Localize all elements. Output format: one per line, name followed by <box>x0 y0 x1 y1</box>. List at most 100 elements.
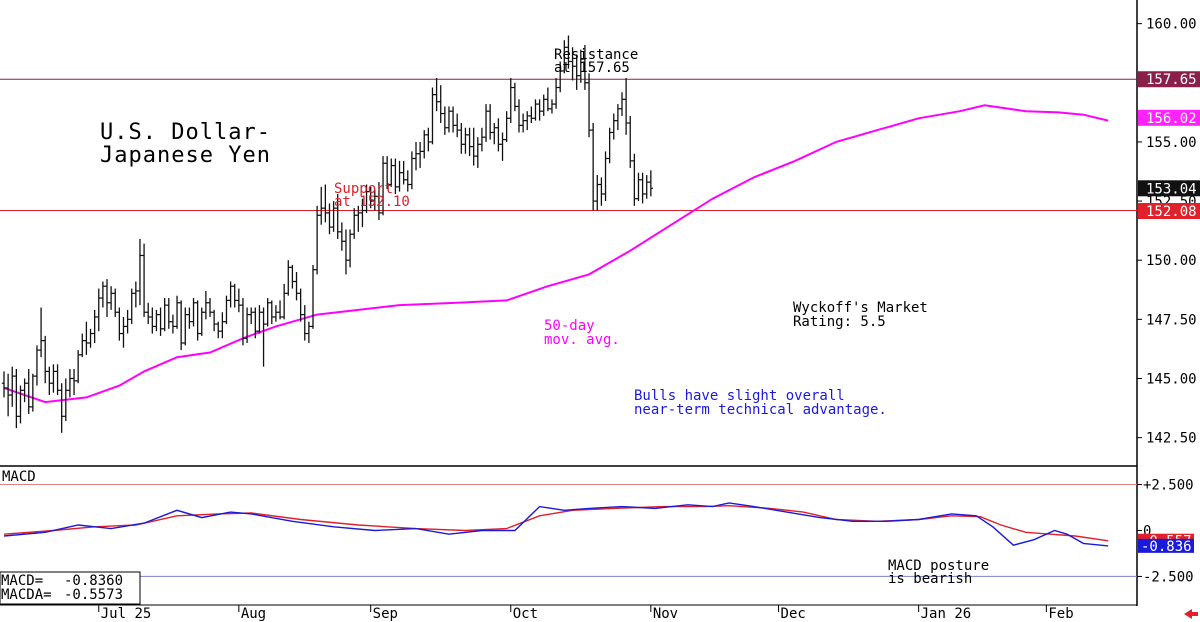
macd-badge-label: -0.836 <box>1141 539 1192 555</box>
ohlc-bar <box>504 111 509 142</box>
price-badge-label: 153.04 <box>1146 181 1197 197</box>
ohlc-bar <box>549 99 555 114</box>
ohlc-bar <box>586 73 592 138</box>
ohlc-bar <box>529 106 534 124</box>
month-tick-label: Nov <box>653 606 678 622</box>
ohlc-bar <box>516 99 522 133</box>
ohlc-bar <box>372 189 377 211</box>
ohlc-bar <box>170 314 176 334</box>
ohlc-bar <box>281 283 287 320</box>
ohlc-bar <box>590 123 596 211</box>
ohlc-bar <box>471 127 476 166</box>
ohlc-bar <box>67 369 73 398</box>
ohlc-bar <box>249 307 254 325</box>
ohlc-bar <box>417 141 423 168</box>
ohlc-bar <box>298 288 303 322</box>
ohlc-bar <box>562 40 567 74</box>
macd-badge-bg <box>1138 538 1194 553</box>
ohlc-bar <box>236 288 242 313</box>
ohlc-bar <box>611 113 616 140</box>
ma-label-line1: 50-day <box>544 318 595 334</box>
ohlc-bar <box>426 127 431 152</box>
ohlc-bar <box>121 316 126 348</box>
ohlc-bar <box>389 158 394 187</box>
ohlc-bar <box>141 243 147 317</box>
ohlc-bar <box>442 106 448 135</box>
ohlc-bar <box>216 321 221 339</box>
ohlc-bar <box>203 290 209 320</box>
ohlc-bar <box>356 205 361 232</box>
macd-posture-line1: MACD posture <box>888 558 989 574</box>
ohlc-bar <box>508 78 513 124</box>
macd-readout-value: -0.8360 <box>64 573 123 589</box>
chart-title-line2: Japanese Yen <box>100 143 271 168</box>
ohlc-bar <box>261 307 266 367</box>
ohlc-bar <box>80 333 85 358</box>
ohlc-bar <box>125 309 130 334</box>
reference-lines <box>0 78 1137 212</box>
ohlc-bar <box>455 113 460 138</box>
ohlc-bar <box>640 172 645 204</box>
macd-posture-line2: is bearish <box>888 571 972 587</box>
ohlc-bar <box>92 309 97 343</box>
price-badge: 152.08 <box>1138 203 1200 220</box>
macd-readout-box: MACD= -0.8360 MACDA= -0.5573 <box>0 571 141 605</box>
ohlc-bar <box>599 177 604 206</box>
ohlc-bar <box>492 123 497 145</box>
ohlc-bar <box>199 307 204 336</box>
ohlc-bar <box>393 158 398 194</box>
macd-lines <box>3 502 1109 547</box>
ohlc-bar <box>75 350 81 384</box>
ohlc-bar <box>615 104 621 131</box>
ohlc-bar <box>211 309 217 332</box>
ohlc-bar <box>195 300 200 341</box>
ohlc-bar <box>71 369 77 396</box>
month-tick-label: Jul 25 <box>101 606 152 622</box>
price-badge-bg <box>1138 203 1200 220</box>
ohlc-bar <box>22 378 27 403</box>
price-tick-label: 150.00 <box>1146 253 1197 269</box>
macd-series-macda <box>3 504 1109 542</box>
month-tick-label: Sep <box>373 606 398 622</box>
ohlc-bar <box>240 298 246 346</box>
ohlc-bar <box>306 321 312 343</box>
macd-readout-label: MACD= <box>1 573 43 589</box>
ohlc-bar <box>26 369 31 414</box>
ohlc-bar <box>84 321 89 355</box>
ohlc-bar <box>520 113 526 133</box>
time-axis-ticks: Jul 25 Aug Sep Oct Nov Dec Jan 26 Feb <box>98 605 1074 622</box>
ohlc-bar <box>545 87 551 112</box>
month-tick-label: Jan 26 <box>921 606 972 622</box>
macd-reference-lines <box>0 484 1137 577</box>
macd-tick-label: 0 <box>1143 523 1151 539</box>
price-tick-label: 145.00 <box>1146 371 1197 387</box>
price-badge-label: 152.08 <box>1146 204 1197 220</box>
ohlc-bar <box>430 87 435 145</box>
ohlc-bar <box>632 153 637 206</box>
ohlc-bar <box>566 35 571 69</box>
price-badges: 157.65 156.02 153.04 152.08 <box>1138 71 1200 220</box>
ohlc-bar <box>533 99 538 121</box>
scroll-left-arrow-icon[interactable] <box>1184 609 1198 619</box>
ohlc-bar <box>129 288 134 325</box>
ohlc-bar <box>18 385 23 424</box>
price-tick-label: 142.50 <box>1146 431 1197 447</box>
macda-readout-value: -0.5573 <box>64 587 123 603</box>
comment-line1: Bulls have slight overall <box>634 388 845 404</box>
ohlc-bar <box>397 160 402 192</box>
price-badge-bg <box>1138 71 1200 88</box>
ohlc-bar <box>154 309 159 332</box>
ohlc-bar <box>88 328 93 348</box>
macd-tick-label: +2.500 <box>1143 478 1194 494</box>
macd-tick-label: -2.500 <box>1143 569 1194 585</box>
macda-readout-label: MACDA= <box>1 587 52 603</box>
moving-average <box>3 104 1109 404</box>
ohlc-bar <box>265 298 270 327</box>
ohlc-bar <box>150 307 155 334</box>
comment-line2: near-term technical advantage. <box>634 402 887 418</box>
ohlc-bar <box>347 229 353 268</box>
ohlc-bar <box>628 115 633 168</box>
ohlc-bar <box>537 99 542 121</box>
ohlc-bar <box>5 373 11 417</box>
